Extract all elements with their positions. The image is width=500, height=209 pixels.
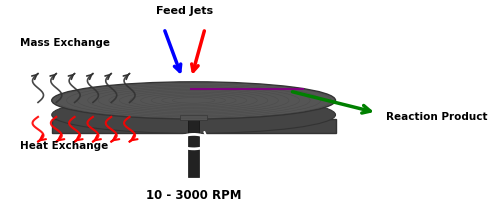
Polygon shape — [52, 119, 336, 133]
FancyBboxPatch shape — [188, 116, 200, 177]
Text: Heat Exchange: Heat Exchange — [20, 141, 108, 151]
Text: 10 - 3000 RPM: 10 - 3000 RPM — [146, 189, 242, 202]
Ellipse shape — [52, 82, 336, 119]
Text: Mass Exchange: Mass Exchange — [20, 38, 110, 48]
Text: Feed Jets: Feed Jets — [156, 6, 213, 16]
FancyBboxPatch shape — [180, 115, 208, 120]
Ellipse shape — [52, 96, 336, 133]
Text: Reaction Product: Reaction Product — [386, 112, 488, 122]
